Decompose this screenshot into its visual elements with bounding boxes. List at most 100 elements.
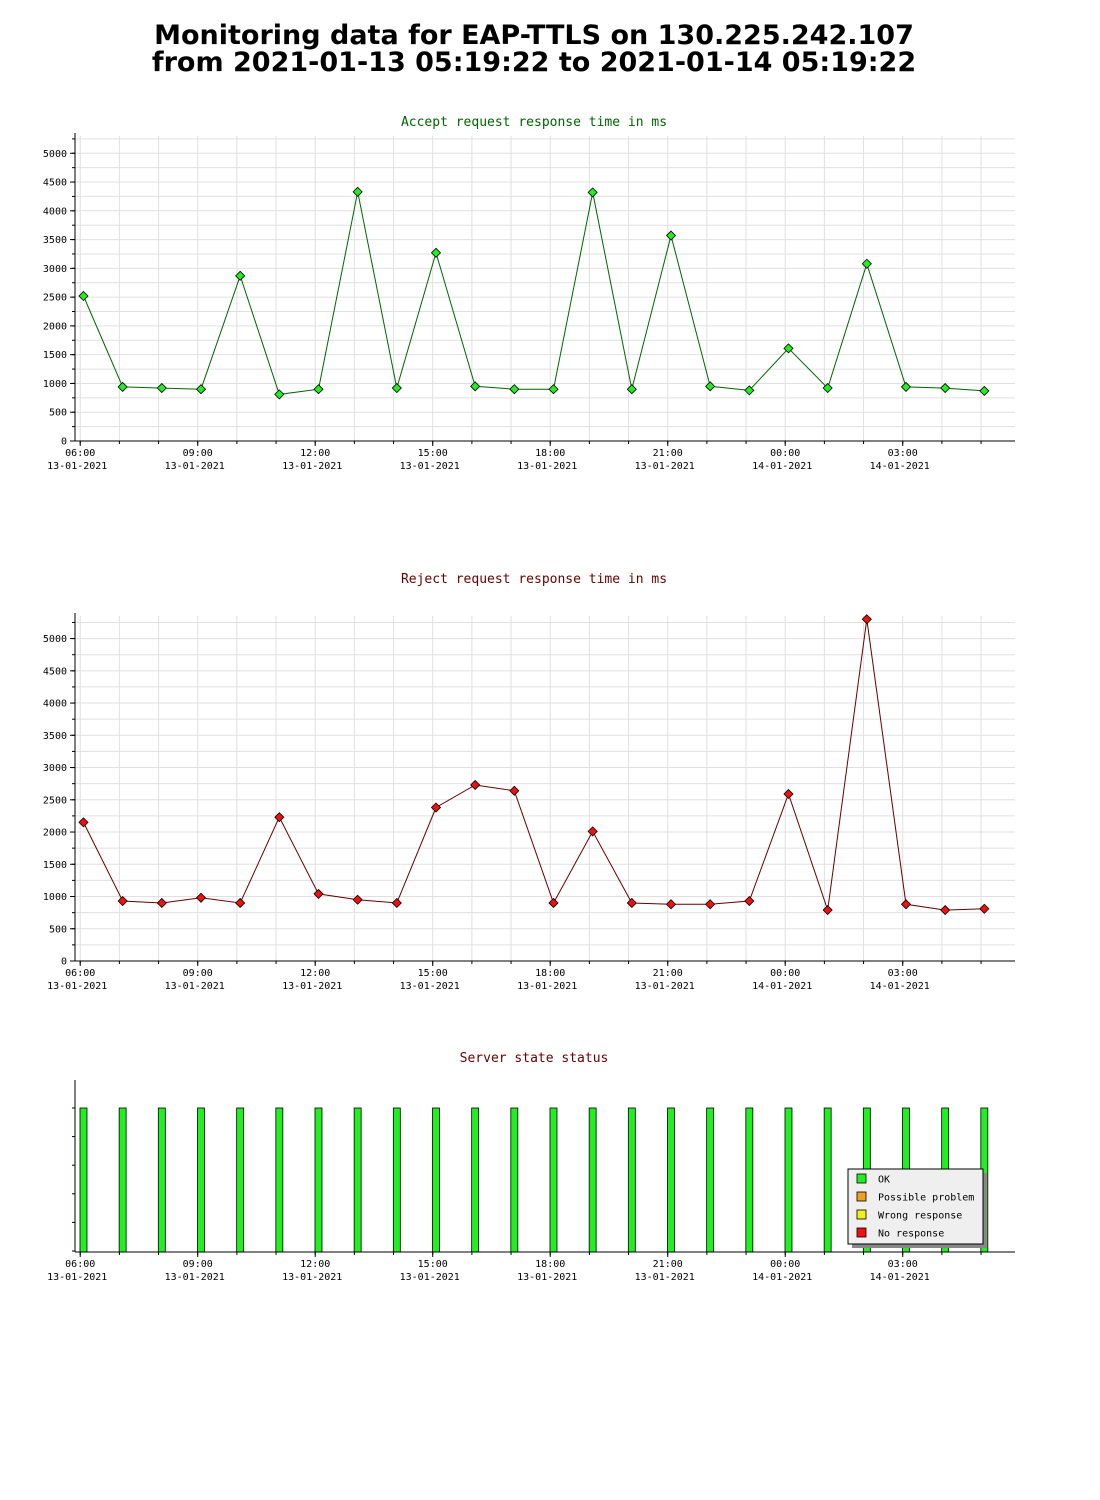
chart-accept-data-point [78, 290, 89, 302]
chart-accept-x-tick-date: 13-01-2021 [517, 461, 577, 472]
chart-status-status-bar [706, 1107, 715, 1253]
chart-status-status-bar [667, 1107, 675, 1253]
chart-reject-y-tick-label: 2000 [43, 828, 67, 839]
chart-accept-x-tick-time: 21:00 [653, 448, 683, 459]
chart-accept-data-point [587, 187, 598, 198]
chart-accept-data-point [274, 389, 285, 400]
chart-status-status-bar [314, 1107, 323, 1253]
chart-accept-x-tick-date: 13-01-2021 [165, 461, 225, 472]
chart-status-status-bar [118, 1107, 127, 1253]
chart-accept-data-point [665, 230, 677, 241]
chart-reject-x-tick-time: 03:00 [888, 968, 918, 979]
chart-reject-data-point [509, 785, 520, 796]
chart-reject-data-point [156, 897, 167, 909]
chart-accept-x-tick-date: 13-01-2021 [47, 461, 107, 472]
chart-status-status-bar [588, 1107, 597, 1253]
chart-reject-data-point [391, 897, 402, 909]
chart-status-status-bar [392, 1107, 401, 1253]
chart-reject-data-point [313, 888, 324, 900]
chart-accept-data-point [940, 382, 951, 394]
chart-status-legend: OK Possible problem Wrong response No respo… [847, 1168, 987, 1248]
chart-reject-data-point [352, 894, 363, 905]
chart-reject-x-tick-date: 13-01-2021 [635, 981, 695, 992]
chart-accept-data-point [156, 382, 167, 394]
chart-reject-series-line [83, 619, 985, 911]
chart-reject-data-point [665, 899, 677, 910]
chart-status-status-bar [432, 1107, 440, 1253]
chart-accept-data-point [391, 382, 402, 394]
chart-accept-y-tick-label: 1500 [43, 350, 67, 361]
chart-status-x-tick-time: 21:00 [653, 1259, 683, 1270]
chart-reject-y-tick-label: 500 [49, 924, 67, 935]
chart-accept-y-tick-label: 3500 [43, 235, 67, 246]
chart-accept-y-tick-label: 4500 [43, 178, 67, 189]
chart-reject-data-point [783, 788, 794, 800]
chart-accept-data-point [783, 343, 794, 354]
chart-reject-x-tick-time: 18:00 [535, 968, 565, 979]
chart-status-status-bar [197, 1107, 205, 1253]
chart-status-x-tick-time: 18:00 [535, 1259, 565, 1270]
chart-status-status-bar [157, 1107, 166, 1253]
chart-reject-x-tick-date: 14-01-2021 [870, 981, 930, 992]
chart-status-x-tick-time: 15:00 [418, 1259, 448, 1270]
chart-accept-x-tick-time: 15:00 [418, 448, 448, 459]
chart-reject-y-tick-label: 3000 [43, 763, 67, 774]
chart-reject-data-point [274, 812, 285, 823]
chart-reject-y-tick-label: 4500 [43, 666, 67, 677]
chart-reject-x-tick-date: 13-01-2021 [282, 981, 342, 992]
chart-reject-y-tick-label: 1000 [43, 892, 67, 903]
chart-status-x-tick-time: 12:00 [300, 1259, 330, 1270]
chart-status-x-tick-time: 06:00 [65, 1259, 95, 1270]
chart-status-x-tick-date: 13-01-2021 [47, 1272, 107, 1283]
chart-accept-data-point [979, 385, 990, 396]
chart-accept-series-line [83, 191, 985, 395]
chart-accept-data-point [705, 381, 716, 392]
chart-status-legend-swatch [856, 1227, 867, 1238]
chart-reject-data-point [235, 897, 246, 909]
page-title-line-1: Monitoring data for EAP-TTLS on 130.225.… [154, 20, 914, 51]
chart-status-status-bar [784, 1107, 793, 1253]
chart-status-status-bar [353, 1107, 362, 1253]
chart-status-status-bar [549, 1107, 558, 1253]
chart-status-legend-label: No response [878, 1229, 944, 1240]
chart-accept-x-tick-date: 13-01-2021 [400, 461, 460, 472]
chart-status-x-tick-date: 14-01-2021 [870, 1272, 930, 1283]
chart-accept-y-tick-label: 2000 [43, 321, 67, 332]
chart-reject-y-tick-label: 2500 [43, 795, 67, 806]
page-title-line-2: from 2021-01-13 05:19:22 to 2021-01-14 0… [151, 47, 917, 78]
chart-status-legend-box [847, 1168, 984, 1245]
chart-accept-data-point [744, 385, 755, 396]
chart-accept-x-tick-date: 14-01-2021 [752, 461, 812, 472]
chart-status-x-tick-date: 13-01-2021 [635, 1272, 695, 1283]
chart-status-x-tick-date: 13-01-2021 [517, 1272, 577, 1283]
chart-status-x-tick-time: 03:00 [888, 1259, 918, 1270]
chart-reject-y-tick-label: 1500 [43, 860, 67, 871]
chart-accept-data-point [430, 247, 442, 258]
chart-reject-data-point [587, 826, 598, 837]
chart-reject-x-tick-date: 13-01-2021 [400, 981, 460, 992]
chart-reject-y-tick-label: 3500 [43, 731, 67, 742]
chart-accept-data-point [822, 382, 833, 394]
chart-reject-x-tick-time: 00:00 [770, 968, 800, 979]
chart-reject-title: Reject request response time in ms [401, 572, 667, 587]
chart-accept-y-tick-label: 500 [49, 408, 67, 419]
chart-reject-data-point [744, 895, 755, 907]
chart-accept-data-point [900, 381, 912, 392]
chart-status-status-bar [510, 1107, 519, 1253]
chart-reject-y-tick-label: 5000 [43, 634, 67, 645]
chart-accept-data-point [509, 384, 520, 395]
chart-accept-x-tick-time: 00:00 [770, 448, 800, 459]
chart-reject-data-point [979, 903, 990, 914]
chart-reject-y-tick-label: 0 [61, 957, 67, 968]
chart-reject-x-tick-date: 13-01-2021 [165, 981, 225, 992]
chart-status-status-bar [627, 1107, 636, 1253]
chart-reject-data-point [117, 895, 128, 907]
chart-accept-data-point [861, 258, 872, 269]
chart-accept-y-tick-label: 2500 [43, 293, 67, 304]
chart-reject-x-tick-time: 06:00 [65, 968, 95, 979]
chart-reject-y-tick-label: 4000 [43, 699, 67, 710]
chart-reject-x-tick-time: 21:00 [653, 968, 683, 979]
chart-accept-data-point [195, 384, 207, 395]
chart-accept-y-tick-label: 3000 [43, 264, 67, 275]
chart-accept-y-tick-label: 4000 [43, 206, 67, 217]
